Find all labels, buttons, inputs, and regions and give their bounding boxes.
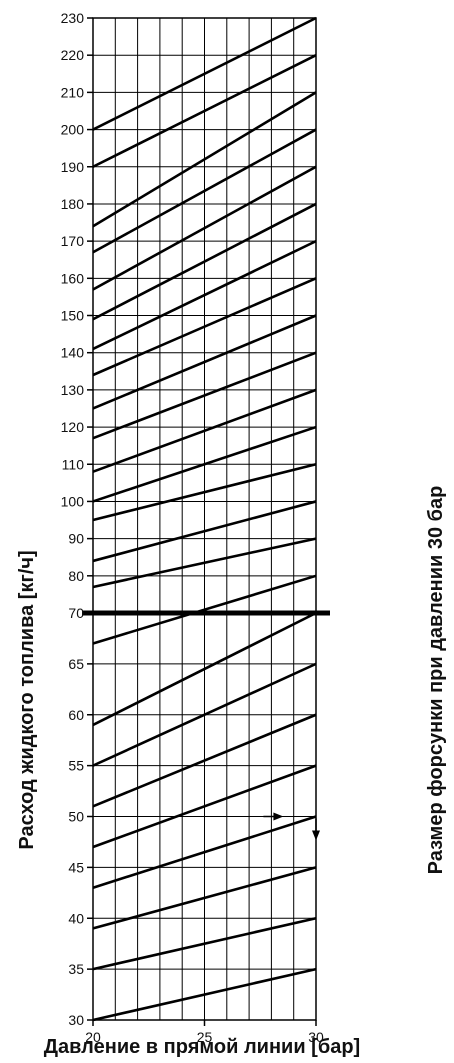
y-tick-label: 55: [68, 758, 84, 774]
series-line: [92, 425, 317, 503]
y-tick-label: 100: [61, 493, 85, 509]
y-tick-label: 140: [61, 345, 85, 361]
y-tick-label: 80: [68, 568, 84, 584]
series-line: [92, 500, 317, 563]
series-line: [92, 662, 317, 767]
series-line: [92, 165, 317, 291]
y-tick-label: 40: [68, 910, 84, 926]
y-tick-label: 160: [61, 270, 85, 286]
grid: [93, 17, 316, 1021]
series-line: [92, 611, 317, 727]
y-tick-label: 90: [68, 531, 84, 547]
y-tick-label: 170: [61, 233, 85, 249]
y-tick-label: 180: [61, 196, 85, 212]
series-line: [92, 388, 317, 473]
x-tick-labels: 20 25 30: [85, 1020, 324, 1045]
y2-axis-title: Размер форсунки при давлении 30 бар: [425, 486, 447, 875]
series-line: [92, 574, 317, 645]
example-arrows: [263, 812, 320, 841]
series-line: [92, 128, 317, 254]
y-axis-title: Расход жидкого топлива [кг/ч]: [16, 550, 38, 849]
x-tick-label: 20: [85, 1029, 101, 1045]
series-line: [92, 462, 317, 522]
x-tick-label: 25: [197, 1029, 213, 1045]
y-tick-label: 35: [68, 961, 84, 977]
arrow-head-right: [273, 812, 284, 821]
series-line: [92, 866, 317, 930]
series-line: [92, 239, 317, 351]
series-line: [92, 16, 317, 131]
y-tick-label: 220: [61, 47, 85, 63]
series-line: [92, 916, 317, 971]
series-line: [92, 764, 317, 849]
y-tick-label: 200: [61, 122, 85, 138]
series-line: [92, 537, 317, 589]
y-tick-label: 110: [62, 456, 85, 472]
series-line: [92, 967, 317, 1022]
y-tick-label: 65: [68, 656, 84, 672]
y-tick-label: 50: [68, 809, 84, 825]
y-tick-label: 130: [61, 382, 85, 398]
series-line: [92, 91, 317, 228]
series-line: [92, 277, 317, 377]
series-line: [92, 351, 317, 440]
y-tick-label: 70: [68, 605, 84, 621]
series-line: [92, 314, 317, 410]
x-axis-title: Давление в прямой линии [бар]: [44, 1036, 360, 1058]
y-tick-label: 190: [61, 159, 85, 175]
series-lines: [92, 16, 317, 1022]
y-tick-label: 60: [68, 707, 84, 723]
series-line: [92, 713, 317, 808]
y-tick-labels: 30 35 40 45 50 55 60 65 70 80 90 100 110 120 130 140 150…: [61, 10, 93, 1028]
y-tick-label: 45: [68, 859, 84, 875]
y-tick-label: 120: [61, 419, 85, 435]
series-line: [92, 815, 317, 889]
arrow-head-down: [312, 830, 320, 841]
x-tick-label: 30: [308, 1029, 324, 1045]
series-line: [92, 202, 317, 321]
y-tick-label: 230: [61, 10, 85, 26]
y-tick-label: 150: [61, 308, 85, 324]
series-line: [92, 54, 317, 168]
y-tick-label: 210: [61, 84, 85, 100]
y-tick-label: 30: [68, 1012, 84, 1028]
